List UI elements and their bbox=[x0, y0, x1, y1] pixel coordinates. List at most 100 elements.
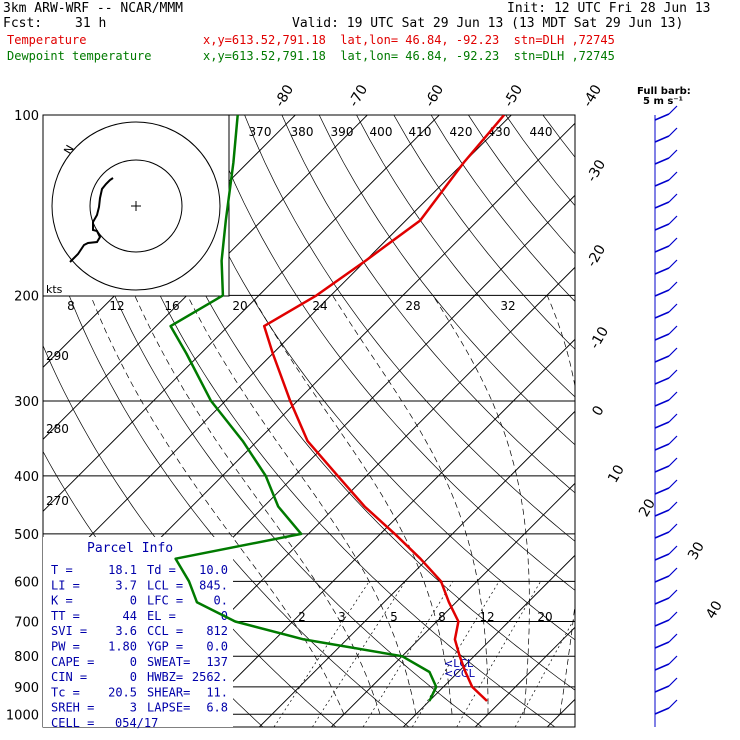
parcel-stat-name: SVI = bbox=[51, 624, 87, 638]
pressure-tick-label: 300 bbox=[14, 395, 39, 410]
parcel-box-background bbox=[43, 537, 233, 727]
barb-legend-line1: Full barb: bbox=[637, 86, 691, 97]
parcel-stat-value: 10.0 bbox=[199, 563, 228, 577]
theta-label: 400 bbox=[370, 125, 393, 139]
parcel-stat-name: LFC = bbox=[147, 594, 183, 608]
isotherm-label: 20 bbox=[636, 496, 659, 519]
hodograph-ring-label: 20 bbox=[232, 299, 247, 313]
wind-barb-flag bbox=[668, 193, 678, 203]
parcel-stat-name: LCL = bbox=[147, 578, 183, 592]
isotherm-label: -60 bbox=[422, 82, 447, 110]
theta-label: 290 bbox=[46, 349, 69, 363]
hodograph-ring-label: 12 bbox=[109, 299, 124, 313]
theta-label: 410 bbox=[409, 125, 432, 139]
wind-barb-flag bbox=[668, 633, 678, 643]
wind-barb bbox=[654, 421, 670, 429]
hodograph-ring-label: 28 bbox=[405, 299, 420, 313]
dry-adiabat bbox=[95, 115, 556, 727]
temperature-legend: Temperature bbox=[7, 33, 87, 47]
isotherm-label: -30 bbox=[584, 157, 609, 185]
dry-adiabat bbox=[580, 115, 740, 727]
wind-barb bbox=[654, 641, 670, 649]
pressure-axis: 100 200 300 400 500 600 700 800 900 1000 bbox=[6, 109, 39, 723]
wind-barb bbox=[654, 179, 670, 187]
isotherm-line bbox=[43, 115, 512, 584]
parcel-stat-value: 0. bbox=[214, 594, 228, 608]
dry-adiabat bbox=[206, 115, 575, 591]
wind-barb bbox=[654, 443, 670, 451]
wind-barb bbox=[654, 311, 670, 319]
isotherm-label: -40 bbox=[580, 82, 605, 110]
dry-adiabat bbox=[542, 115, 575, 158]
hodograph-ring-label: 32 bbox=[500, 299, 515, 313]
isotherm-label: -80 bbox=[272, 82, 297, 110]
wind-barb bbox=[654, 487, 670, 495]
pressure-tick-label: 800 bbox=[14, 650, 39, 665]
parcel-stat-value: 2562. bbox=[192, 670, 228, 684]
theta-label: 280 bbox=[46, 422, 69, 436]
dry-adiabat bbox=[169, 115, 575, 641]
forecast-hour: 31 h bbox=[75, 16, 107, 31]
parcel-stat-value: 812 bbox=[206, 624, 228, 638]
wind-barb-flag bbox=[668, 501, 678, 511]
parcel-stat-name: SWEAT= bbox=[147, 655, 190, 669]
dry-adiabat bbox=[618, 115, 740, 727]
mixing-ratio-label: 5 bbox=[390, 610, 398, 624]
isotherm-line bbox=[43, 115, 440, 512]
parcel-stat-name: SHEAR= bbox=[147, 685, 190, 699]
parcel-stat-name: TT = bbox=[51, 609, 80, 623]
dry-adiabat bbox=[244, 115, 575, 542]
wind-barb-flag bbox=[668, 259, 678, 269]
moist-adiabat bbox=[332, 295, 489, 715]
mixing-ratio-line bbox=[362, 581, 454, 727]
theta-label: 420 bbox=[450, 125, 473, 139]
parcel-box-title: Parcel Info bbox=[87, 541, 173, 556]
wind-barb-flag bbox=[668, 281, 678, 291]
pressure-tick-label: 900 bbox=[14, 681, 39, 696]
level-marker-label: <LCL bbox=[444, 657, 474, 670]
wind-barb-flag bbox=[668, 215, 678, 225]
wind-barb-flag bbox=[668, 545, 678, 555]
wind-barb bbox=[654, 685, 670, 693]
theta-label: 370 bbox=[249, 125, 272, 139]
wind-barb-flag bbox=[668, 413, 678, 423]
wind-barb-flag bbox=[668, 611, 678, 621]
valid-time: Valid: 19 UTC Sat 29 Jun 13 (13 MDT Sat … bbox=[292, 16, 684, 31]
dry-adiabat bbox=[132, 115, 575, 691]
temperature-location: x,y=613.52,791.18 lat,lon= 46.84, -92.23… bbox=[203, 33, 615, 47]
pressure-tick-label: 200 bbox=[14, 289, 39, 304]
mixing-ratio-label: 8 bbox=[438, 610, 446, 624]
moist-adiabat bbox=[432, 295, 530, 715]
hodograph-ring bbox=[89, 159, 183, 253]
wind-barb bbox=[654, 399, 670, 407]
wind-barb-flag bbox=[668, 127, 678, 137]
isotherm-line bbox=[691, 115, 740, 727]
parcel-stat-value: 11. bbox=[206, 685, 228, 699]
hodograph-trace bbox=[69, 177, 114, 263]
wind-barb bbox=[654, 619, 670, 627]
parcel-stat-value: 20.5 bbox=[108, 685, 137, 699]
parcel-stat-name: LI = bbox=[51, 578, 80, 592]
parcel-info-box: Parcel Info T = 18.1 Td = 10.0 LI = 3.7 LCL = 84… bbox=[43, 537, 233, 730]
wind-barb bbox=[654, 553, 670, 561]
parcel-stat-value: 0 bbox=[130, 594, 137, 608]
parcel-stat-value: 0 bbox=[130, 670, 137, 684]
parcel-stat-value: 137 bbox=[206, 655, 228, 669]
parcel-stat-name: EL = bbox=[147, 609, 176, 623]
isotherm-label: -50 bbox=[501, 82, 526, 110]
wind-barb bbox=[654, 465, 670, 473]
moist-adiabat bbox=[251, 295, 453, 715]
mixing-ratio-line bbox=[273, 581, 370, 727]
wind-barb bbox=[654, 267, 670, 275]
wind-barb bbox=[654, 157, 670, 165]
parcel-stat-name: Td = bbox=[147, 563, 176, 577]
moist-adiabat bbox=[546, 295, 575, 715]
mixing-ratio-label: 12 bbox=[479, 610, 494, 624]
moist-adiabat bbox=[134, 295, 381, 715]
wind-barb-flag bbox=[668, 589, 678, 599]
wind-barb-flag bbox=[668, 347, 678, 357]
temperature-profile bbox=[262, 115, 506, 702]
isotherm-label: -10 bbox=[587, 324, 612, 352]
dry-adiabat bbox=[655, 115, 740, 727]
parcel-stat-name: CELL = bbox=[51, 716, 94, 730]
